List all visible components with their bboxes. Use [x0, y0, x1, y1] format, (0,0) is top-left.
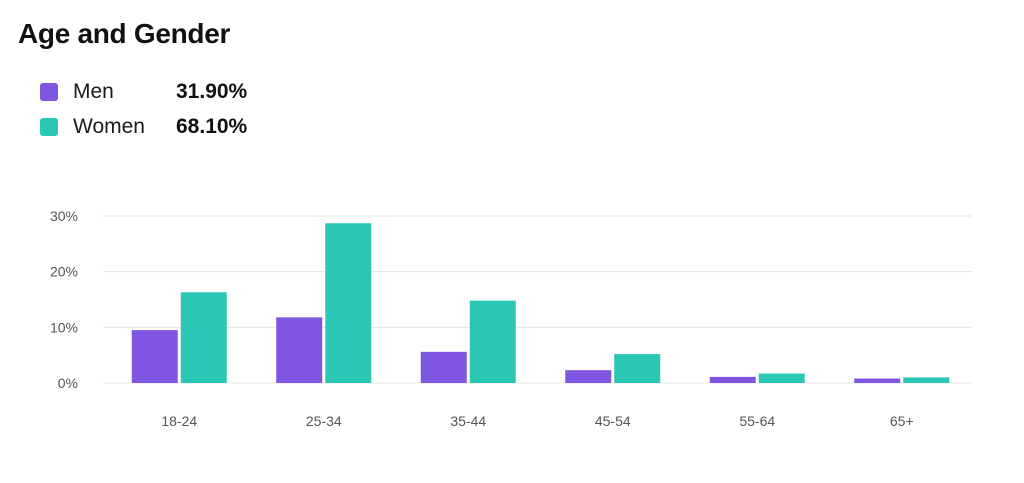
x-tick-label: 65+ — [890, 413, 914, 429]
y-tick-label: 20% — [50, 264, 78, 280]
legend-item-women: Women 68.10% — [40, 109, 247, 144]
bar-women-45-54 — [614, 354, 661, 383]
bar-men-65+ — [854, 378, 901, 383]
legend-label-men: Men — [73, 79, 114, 103]
legend-item-men: Men 31.90% — [40, 74, 247, 109]
y-tick-label: 10% — [50, 319, 78, 335]
bar-women-35-44 — [469, 300, 516, 383]
bar-women-65+ — [903, 377, 950, 383]
bar-women-55-64 — [758, 373, 805, 383]
bar-men-55-64 — [709, 376, 756, 383]
legend: Men 31.90% Women 68.10% — [40, 74, 247, 144]
x-tick-label: 25-34 — [306, 413, 342, 429]
bar-men-35-44 — [420, 351, 467, 383]
bar-women-25-34 — [325, 223, 372, 383]
legend-swatch-women — [40, 117, 58, 136]
legend-swatch-men — [40, 82, 58, 101]
bar-women-18-24 — [180, 292, 227, 383]
y-tick-label: 30% — [50, 208, 78, 224]
legend-label-women: Women — [73, 114, 145, 138]
x-tick-label: 35-44 — [450, 413, 486, 429]
bar-men-18-24 — [131, 330, 178, 383]
legend-percent-men: 31.90% — [176, 79, 248, 103]
bar-men-25-34 — [276, 317, 323, 383]
x-tick-label: 55-64 — [739, 413, 775, 429]
x-tick-label: 18-24 — [161, 413, 197, 429]
x-tick-label: 45-54 — [595, 413, 631, 429]
y-tick-label: 0% — [58, 375, 78, 391]
chart-title: Age and Gender — [18, 18, 231, 49]
bar-men-45-54 — [565, 370, 612, 383]
legend-percent-women: 68.10% — [176, 114, 248, 138]
